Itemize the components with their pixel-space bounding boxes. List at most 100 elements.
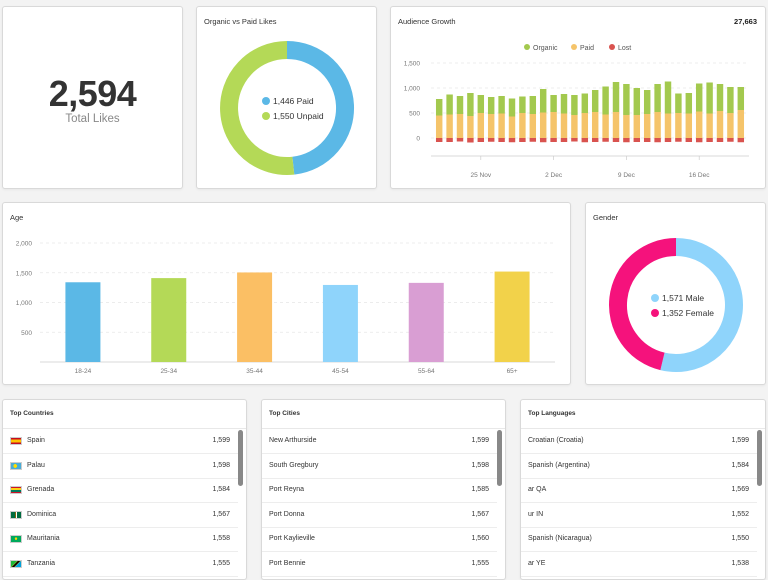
language-value: 1,569 bbox=[731, 486, 749, 494]
top-cities-card: Top Cities New Arthurside 1,599 South Greg… bbox=[261, 399, 506, 580]
top-languages-scrollbar[interactable] bbox=[757, 430, 762, 486]
country-name: Palau bbox=[27, 461, 45, 469]
audience-growth-bar-organic bbox=[487, 97, 495, 114]
top-languages-card: Top Languages Croatian (Croatia) 1,599 Spa… bbox=[520, 399, 766, 580]
audience-growth-bar-organic bbox=[467, 93, 474, 116]
language-row[interactable]: ar YE 1,538 bbox=[521, 552, 757, 577]
audience-growth-bar-organic bbox=[633, 88, 641, 115]
language-row[interactable]: ar QA 1,569 bbox=[521, 478, 757, 504]
country-row[interactable]: Palau 1,598 bbox=[3, 454, 238, 479]
gender-legend-male: 1,571 Male bbox=[662, 293, 704, 303]
gender-title: Gender bbox=[593, 213, 619, 222]
gender-legend-marker-female bbox=[651, 309, 659, 317]
audience-growth-bar-paid bbox=[716, 111, 724, 138]
audience-growth-bar-organic bbox=[539, 89, 547, 113]
country-row[interactable]: Tanzania 1,555 bbox=[3, 552, 238, 577]
organic-vs-paid-legend-marker-paid bbox=[262, 97, 270, 105]
grenada-flag-icon bbox=[10, 486, 22, 495]
audience-growth-bar-lost bbox=[654, 138, 661, 143]
country-row[interactable]: Spain 1,599 bbox=[3, 429, 238, 454]
total-likes-label: Total Likes bbox=[65, 113, 120, 125]
total-likes-value: 2,594 bbox=[48, 73, 137, 114]
city-row[interactable]: Port Kaylieville 1,560 bbox=[262, 527, 497, 553]
city-row[interactable]: New Arthurside 1,599 bbox=[262, 429, 497, 454]
gender-legend-female: 1,352 Female bbox=[662, 308, 714, 318]
audience-growth-bar-organic bbox=[560, 94, 568, 114]
audience-growth-bar-organic bbox=[623, 84, 630, 115]
audience-growth-bar-organic bbox=[685, 93, 693, 114]
country-value: 1,567 bbox=[212, 510, 230, 518]
audience-growth-bar-paid bbox=[550, 112, 557, 138]
dominica-flag-icon bbox=[10, 510, 22, 519]
audience-growth-bar-organic bbox=[695, 83, 703, 112]
language-value: 1,599 bbox=[731, 437, 749, 444]
city-row[interactable]: South Gregbury 1,598 bbox=[262, 454, 497, 479]
language-name: ar QA bbox=[528, 486, 547, 494]
audience-growth-bar-organic bbox=[716, 84, 724, 111]
city-value: 1,560 bbox=[471, 535, 489, 543]
audience-growth-bar-organic bbox=[612, 82, 620, 112]
country-name: Dominica bbox=[27, 510, 57, 518]
age-bar-55-64 bbox=[408, 282, 444, 362]
audience-growth-bar-lost bbox=[446, 138, 453, 142]
audience-growth-legend-marker-organic bbox=[524, 44, 530, 50]
audience-growth-bar-lost bbox=[435, 138, 443, 142]
age-bar-18-24 bbox=[65, 282, 101, 362]
language-row[interactable]: Spanish (Argentina) 1,584 bbox=[521, 454, 757, 479]
country-name: Tanzania bbox=[27, 560, 56, 567]
audience-growth-bar-lost bbox=[477, 138, 485, 142]
audience-growth-bar-paid bbox=[539, 112, 547, 138]
audience-growth-bar-lost bbox=[591, 138, 599, 142]
audience-growth-bar-lost bbox=[727, 138, 734, 142]
city-name: Port Donna bbox=[269, 510, 305, 518]
top-countries-scrollbar[interactable] bbox=[238, 430, 243, 486]
organic-vs-paid-card: Organic vs Paid Likes 1,446 Paid 1,550 Un… bbox=[196, 6, 377, 189]
city-name: South Gregbury bbox=[269, 461, 319, 469]
age-x-tick: 18-24 bbox=[75, 368, 92, 375]
audience-growth-bar-lost bbox=[508, 138, 516, 143]
country-row[interactable]: Dominica 1,567 bbox=[3, 503, 238, 528]
organic-vs-paid-slice-paid bbox=[286, 41, 354, 175]
audience-growth-bar-lost bbox=[539, 138, 547, 143]
audience-growth-bar-organic bbox=[508, 98, 516, 117]
audience-growth-y-tick: 0 bbox=[416, 136, 420, 143]
top-countries-card: Top Countries Spain 1,599 Palau 1,598 Grenad… bbox=[2, 399, 247, 580]
audience-growth-bar-paid bbox=[467, 116, 474, 138]
country-row[interactable]: Mauritania 1,558 bbox=[3, 527, 238, 553]
audience-growth-x-tick: 16 Dec bbox=[689, 172, 710, 179]
audience-growth-bar-paid bbox=[737, 110, 745, 138]
audience-growth-bar-paid bbox=[477, 113, 485, 138]
audience-growth-bar-organic bbox=[498, 96, 505, 114]
language-name: Spanish (Nicaragua) bbox=[528, 535, 592, 543]
audience-growth-bar-paid bbox=[706, 113, 713, 138]
audience-growth-bar-paid bbox=[581, 113, 589, 138]
country-name: Grenada bbox=[27, 486, 55, 494]
age-x-tick: 45-54 bbox=[332, 368, 349, 375]
audience-growth-bar-paid bbox=[508, 116, 516, 138]
language-row[interactable]: Spanish (Nicaragua) 1,550 bbox=[521, 527, 757, 553]
audience-growth-bar-paid bbox=[487, 114, 495, 138]
audience-growth-bar-paid bbox=[612, 112, 620, 138]
organic-vs-paid-legend-marker-unpaid bbox=[262, 112, 270, 120]
audience-growth-bar-lost bbox=[612, 138, 620, 142]
audience-growth-bar-paid bbox=[560, 113, 568, 138]
city-value: 1,585 bbox=[471, 486, 489, 494]
audience-growth-bar-paid bbox=[446, 114, 453, 138]
audience-growth-bar-lost bbox=[706, 138, 713, 142]
top-cities-scrollbar[interactable] bbox=[497, 430, 502, 486]
country-value: 1,558 bbox=[212, 535, 230, 543]
city-row[interactable]: Port Reyna 1,585 bbox=[262, 478, 497, 504]
audience-growth-bar-organic bbox=[727, 87, 734, 113]
age-y-tick: 500 bbox=[21, 330, 32, 337]
audience-growth-bar-organic bbox=[602, 86, 609, 115]
language-row[interactable]: Croatian (Croatia) 1,599 bbox=[521, 429, 757, 454]
country-row[interactable]: Grenada 1,584 bbox=[3, 478, 238, 504]
gender-legend-marker-male bbox=[651, 294, 659, 302]
audience-growth-bar-lost bbox=[456, 138, 464, 142]
city-row[interactable]: Port Donna 1,567 bbox=[262, 503, 497, 528]
language-row[interactable]: ur IN 1,552 bbox=[521, 503, 757, 528]
audience-growth-bar-organic bbox=[591, 90, 599, 112]
city-name: New Arthurside bbox=[269, 437, 317, 444]
city-row[interactable]: Port Bennie 1,555 bbox=[262, 552, 497, 577]
audience-growth-legend-marker-paid bbox=[571, 44, 577, 50]
